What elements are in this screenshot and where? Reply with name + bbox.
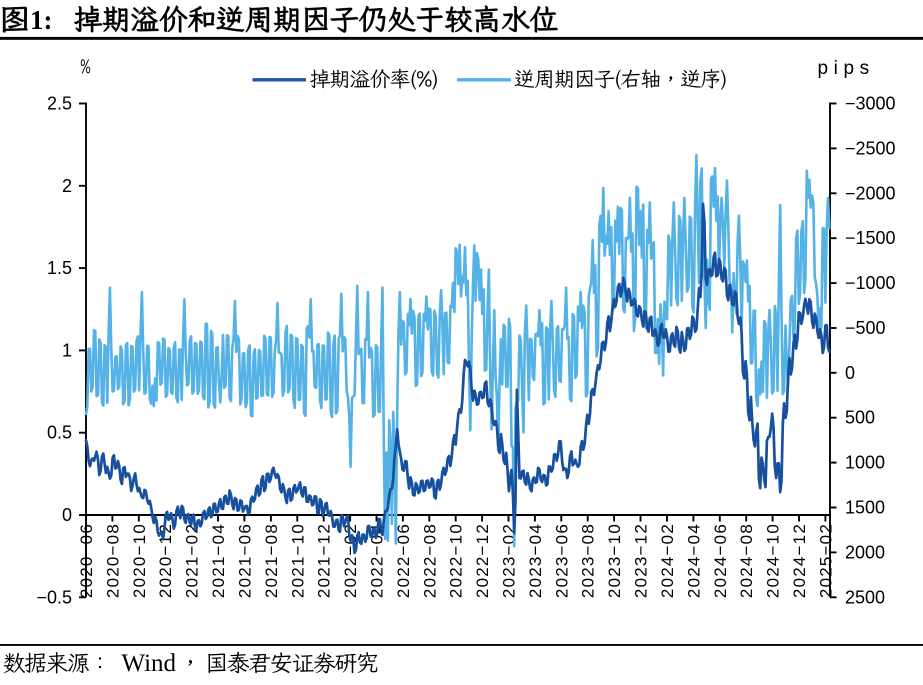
svg-text:2023−12: 2023−12 bbox=[632, 523, 651, 598]
svg-text:2021−08: 2021−08 bbox=[262, 523, 281, 598]
svg-text:0: 0 bbox=[845, 363, 855, 383]
svg-text:1.5: 1.5 bbox=[47, 258, 72, 278]
svg-text:2020−08: 2020−08 bbox=[103, 523, 122, 598]
svg-text:2021−12: 2021−12 bbox=[315, 523, 334, 598]
svg-text:2023−08: 2023−08 bbox=[579, 523, 598, 598]
svg-text:Wind: Wind bbox=[122, 650, 177, 677]
svg-text:2025−02: 2025−02 bbox=[816, 523, 835, 598]
svg-text:0: 0 bbox=[62, 505, 72, 525]
svg-text:1: 1 bbox=[62, 340, 72, 360]
svg-text:2: 2 bbox=[62, 176, 72, 196]
svg-text:2024−10: 2024−10 bbox=[764, 523, 783, 598]
svg-text:−2500: −2500 bbox=[845, 138, 896, 158]
svg-text:2020−06: 2020−06 bbox=[77, 523, 96, 598]
svg-text:2023−06: 2023−06 bbox=[552, 523, 571, 598]
svg-text:2022−10: 2022−10 bbox=[447, 523, 466, 598]
svg-text:2022−02: 2022−02 bbox=[341, 523, 360, 598]
svg-text:2024−04: 2024−04 bbox=[684, 523, 703, 598]
svg-text:0.5: 0.5 bbox=[47, 423, 72, 443]
svg-text:2023−10: 2023−10 bbox=[605, 523, 624, 598]
svg-text:2022−12: 2022−12 bbox=[473, 523, 492, 598]
svg-text:2021−04: 2021−04 bbox=[209, 523, 228, 598]
svg-text:2022−04: 2022−04 bbox=[368, 523, 387, 598]
svg-text:2022−08: 2022−08 bbox=[420, 523, 439, 598]
svg-text:2020−10: 2020−10 bbox=[130, 523, 149, 598]
svg-text:1000: 1000 bbox=[845, 453, 885, 473]
svg-text:2024−12: 2024−12 bbox=[790, 523, 809, 598]
svg-text:pips: pips bbox=[818, 58, 875, 79]
svg-text:2500: 2500 bbox=[845, 587, 885, 607]
svg-text:−2000: −2000 bbox=[845, 183, 896, 203]
svg-text:−0.5: −0.5 bbox=[36, 587, 72, 607]
svg-text:−3000: −3000 bbox=[845, 94, 896, 114]
svg-text:2021−02: 2021−02 bbox=[183, 523, 202, 598]
svg-text:2022−06: 2022−06 bbox=[394, 523, 413, 598]
svg-text:2023−04: 2023−04 bbox=[526, 523, 545, 598]
svg-text:−1500: −1500 bbox=[845, 228, 896, 248]
svg-text:2024−08: 2024−08 bbox=[737, 523, 756, 598]
svg-text:2024−06: 2024−06 bbox=[711, 523, 730, 598]
svg-text:2020−12: 2020−12 bbox=[156, 523, 175, 598]
svg-text:2023−02: 2023−02 bbox=[500, 523, 519, 598]
svg-text:−1000: −1000 bbox=[845, 273, 896, 293]
svg-text:2024−02: 2024−02 bbox=[658, 523, 677, 598]
svg-text:2021−06: 2021−06 bbox=[235, 523, 254, 598]
svg-text:1:: 1: bbox=[30, 5, 53, 35]
svg-text:2021−10: 2021−10 bbox=[288, 523, 307, 598]
svg-text:2000: 2000 bbox=[845, 542, 885, 562]
svg-text:−500: −500 bbox=[845, 318, 886, 338]
svg-text:1500: 1500 bbox=[845, 498, 885, 518]
svg-text:2.5: 2.5 bbox=[47, 94, 72, 114]
svg-text:500: 500 bbox=[845, 408, 875, 428]
